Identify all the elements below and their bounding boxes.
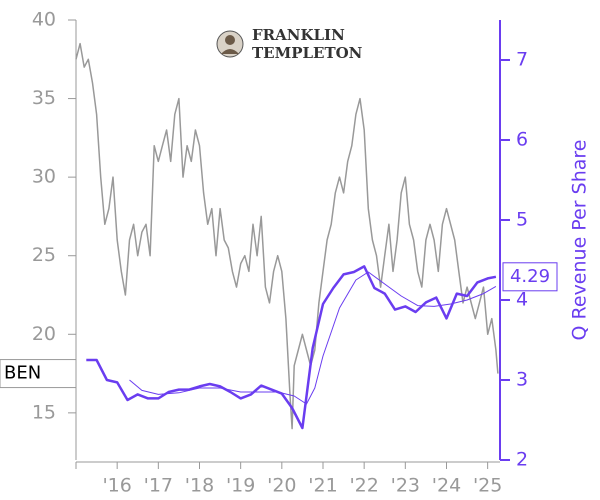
x-tick-label: '24	[432, 475, 461, 497]
series-line	[86, 265, 497, 430]
y2-tick-label: 2	[516, 449, 528, 471]
logo: FRANKLIN TEMPLETON	[216, 26, 363, 62]
x-tick-label: '23	[391, 475, 420, 497]
y-tick-label: 40	[32, 9, 56, 31]
x-tick-label: '21	[308, 475, 337, 497]
x-tick-label: '19	[226, 475, 255, 497]
value-label-box	[502, 262, 558, 292]
x-tick-label: '25	[473, 475, 502, 497]
series-line	[75, 42, 499, 430]
y2-tick-label: 5	[516, 209, 528, 231]
x-tick-label: '20	[267, 475, 296, 497]
logo-text: TEMPLETON	[252, 44, 363, 62]
x-tick-label: '22	[349, 475, 378, 497]
y2-tick-label: 4	[516, 289, 528, 311]
x-tick-label: '18	[185, 475, 214, 497]
x-tick-label: '17	[144, 475, 173, 497]
logo-text: FRANKLIN	[252, 26, 345, 44]
y-tick-label: 25	[32, 244, 56, 266]
y2-tick-label: 6	[516, 129, 528, 151]
y-tick-label: 15	[32, 401, 56, 423]
series-line	[129, 271, 497, 405]
series-label-box	[0, 359, 77, 389]
logo-icon-head	[225, 35, 235, 45]
series-label: BEN	[4, 363, 41, 384]
y2-tick-label: 3	[516, 369, 528, 391]
x-tick-label: '16	[102, 475, 131, 497]
y2-tick-label: 7	[516, 49, 528, 71]
y-tick-label: 35	[32, 87, 56, 109]
y-tick-label: 20	[32, 323, 56, 345]
logo-icon-body	[221, 49, 239, 54]
y-tick-label: 30	[32, 166, 56, 188]
value-label: 4.29	[510, 266, 550, 287]
y2-axis-label: Q Revenue Per Share	[569, 140, 591, 341]
